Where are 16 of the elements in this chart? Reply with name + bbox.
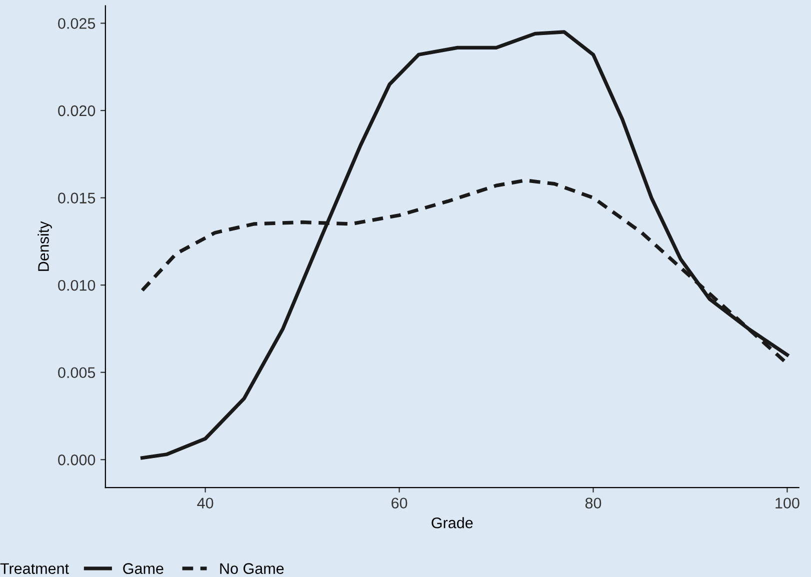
legend-label: No Game <box>220 563 284 574</box>
line-series <box>140 30 789 460</box>
y-axis-title: Density <box>38 221 52 271</box>
y-tick-label: 0.025 <box>58 18 96 29</box>
x-tick-label: 40 <box>197 498 214 509</box>
y-tick-label: 0.000 <box>58 454 96 466</box>
y-tick-label: 0.015 <box>58 192 96 204</box>
y-tick-label: 0.020 <box>58 105 96 116</box>
y-tick-label: 0.005 <box>58 367 96 378</box>
y-tick-label: 0.010 <box>58 280 96 291</box>
x-tick-label: 60 <box>392 498 408 509</box>
x-tick-label: 100 <box>776 498 800 509</box>
x-axis-title: Grade <box>432 517 473 528</box>
legend-label: Game <box>123 563 164 574</box>
x-tick-label: 80 <box>585 498 602 509</box>
legend-title: Treatment <box>0 563 69 574</box>
